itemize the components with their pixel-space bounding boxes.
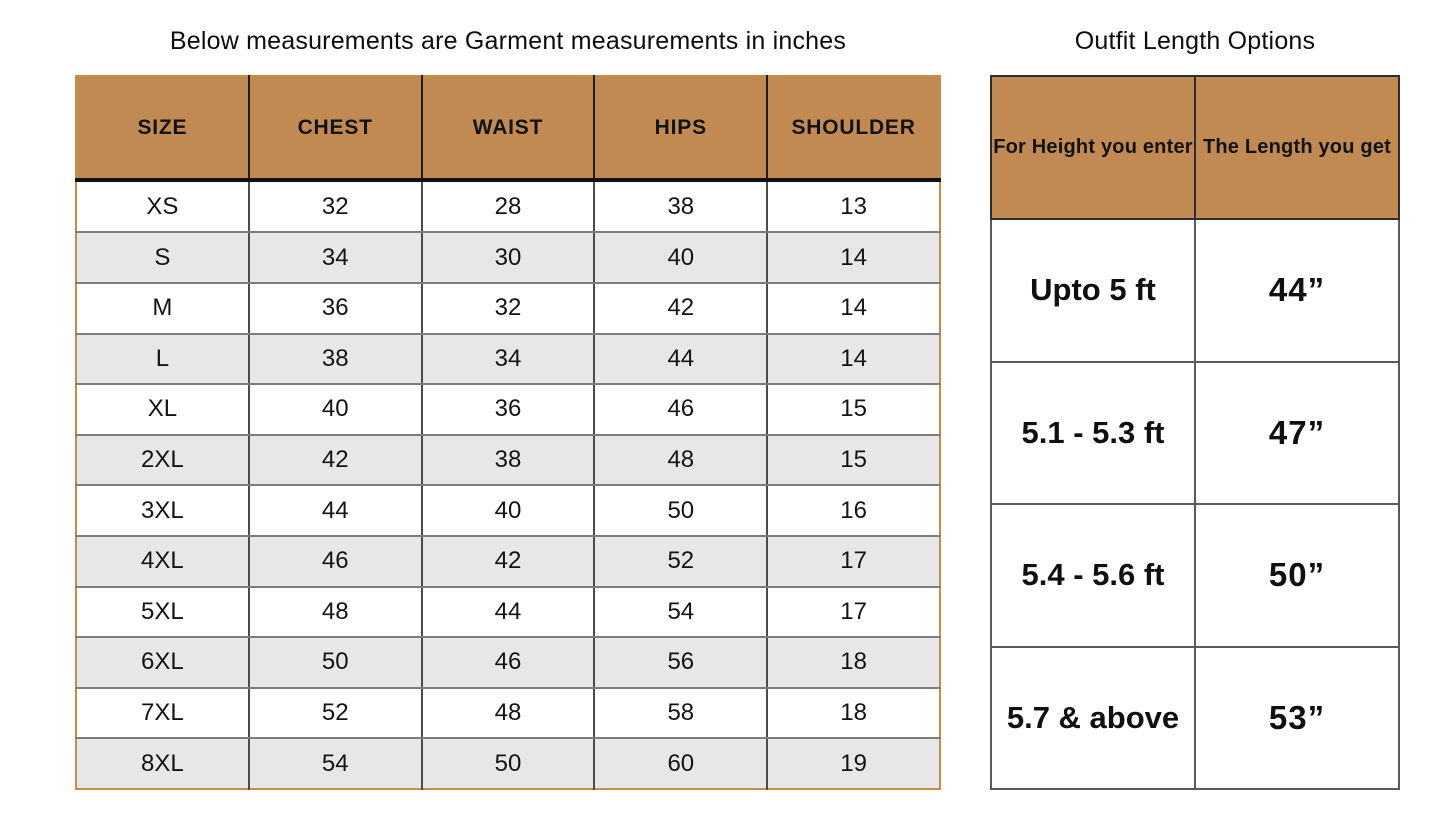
hips-cell: 46 (594, 384, 769, 436)
shoulder-cell: 14 (767, 232, 940, 284)
column-header-chest: CHEST (248, 76, 423, 182)
chest-cell: 40 (248, 384, 423, 436)
shoulder-cell: 14 (767, 333, 940, 386)
chest-cell: 46 (248, 535, 423, 588)
hips-cell: 42 (594, 282, 769, 335)
size-cell: S (76, 232, 250, 284)
size-cell: XL (76, 384, 250, 436)
size-cell: L (76, 333, 250, 386)
shoulder-cell: 17 (767, 535, 940, 588)
height-cell: 5.1 - 5.3 ft (990, 360, 1196, 505)
hips-cell: 40 (594, 232, 769, 284)
garment-measurements-table: SIZE CHEST WAIST HIPS SHOULDER XS 32 28 … (75, 75, 941, 790)
chest-cell: 36 (248, 282, 423, 335)
hips-cell: 48 (594, 434, 769, 487)
measurements-table-title: Below measurements are Garment measureme… (169, 27, 847, 55)
header-row: For Height you enter The Length you get (990, 75, 1400, 220)
hips-cell: 56 (594, 637, 769, 689)
chest-cell: 48 (248, 586, 423, 639)
waist-cell: 50 (421, 738, 596, 789)
column-header-waist: WAIST (421, 76, 596, 182)
shoulder-cell: 18 (767, 687, 940, 740)
waist-cell: 30 (421, 232, 596, 284)
hips-cell: 52 (594, 535, 769, 588)
height-cell: 5.4 - 5.6 ft (990, 503, 1196, 648)
outfit-length-table: For Height you enter The Length you get … (990, 75, 1400, 790)
shoulder-cell: 15 (767, 384, 940, 436)
chest-cell: 34 (248, 232, 423, 284)
waist-cell: 38 (421, 434, 596, 487)
waist-cell: 32 (421, 282, 596, 335)
hips-cell: 44 (594, 333, 769, 386)
waist-cell: 42 (421, 535, 596, 588)
hips-cell: 54 (594, 586, 769, 639)
shoulder-cell: 19 (767, 738, 940, 789)
table-row-6xl: 6XL 50 46 56 18 (76, 637, 940, 689)
length-cell: 50” (1194, 503, 1400, 648)
size-cell: 2XL (76, 434, 250, 487)
waist-cell: 40 (421, 485, 596, 537)
size-cell: 4XL (76, 535, 250, 588)
shoulder-cell: 16 (767, 485, 940, 537)
table-row-3xl: 3XL 44 40 50 16 (76, 485, 940, 537)
hips-cell: 60 (594, 738, 769, 789)
shoulder-cell: 13 (767, 180, 940, 234)
table-row-5xl: 5XL 48 44 54 17 (76, 586, 940, 639)
size-cell: 5XL (76, 586, 250, 639)
length-row-upto-5ft: Upto 5 ft 44” (990, 218, 1400, 363)
length-row-5-4-to-5-6: 5.4 - 5.6 ft 50” (990, 503, 1400, 648)
table-row-2xl: 2XL 42 38 48 15 (76, 434, 940, 487)
size-cell: M (76, 282, 250, 335)
chest-cell: 50 (248, 637, 423, 689)
length-cell: 47” (1194, 360, 1400, 505)
table-row-xl: XL 40 36 46 15 (76, 384, 940, 436)
waist-cell: 34 (421, 333, 596, 386)
column-header-hips: HIPS (594, 76, 769, 182)
waist-cell: 46 (421, 637, 596, 689)
chest-cell: 42 (248, 434, 423, 487)
shoulder-cell: 15 (767, 434, 940, 487)
length-cell: 53” (1194, 645, 1400, 790)
header-row: SIZE CHEST WAIST HIPS SHOULDER (76, 76, 940, 182)
table-row-l: L 38 34 44 14 (76, 333, 940, 386)
waist-cell: 36 (421, 384, 596, 436)
chest-cell: 38 (248, 333, 423, 386)
shoulder-cell: 14 (767, 282, 940, 335)
column-header-size: SIZE (76, 76, 250, 182)
chest-cell: 52 (248, 687, 423, 740)
hips-cell: 38 (594, 180, 769, 234)
table-row-7xl: 7XL 52 48 58 18 (76, 687, 940, 740)
chest-cell: 54 (248, 738, 423, 789)
length-cell: 44” (1194, 218, 1400, 363)
size-cell: 7XL (76, 687, 250, 740)
waist-cell: 44 (421, 586, 596, 639)
height-cell: 5.7 & above (990, 645, 1196, 790)
table-row-xs: XS 32 28 38 13 (76, 180, 940, 234)
length-row-5-1-to-5-3: 5.1 - 5.3 ft 47” (990, 360, 1400, 505)
chest-cell: 44 (248, 485, 423, 537)
table-row-8xl: 8XL 54 50 60 19 (76, 738, 940, 789)
size-cell: XS (76, 180, 250, 234)
table-row-4xl: 4XL 46 42 52 17 (76, 535, 940, 588)
length-row-5-7-above: 5.7 & above 53” (990, 645, 1400, 790)
column-header-length: The Length you get (1194, 75, 1400, 220)
column-header-shoulder: SHOULDER (767, 76, 940, 182)
length-options-title: Outfit Length Options (1074, 27, 1316, 55)
shoulder-cell: 18 (767, 637, 940, 689)
column-header-height: For Height you enter (990, 75, 1196, 220)
chest-cell: 32 (248, 180, 423, 234)
hips-cell: 50 (594, 485, 769, 537)
height-cell: Upto 5 ft (990, 218, 1196, 363)
table-row-m: M 36 32 42 14 (76, 282, 940, 335)
waist-cell: 48 (421, 687, 596, 740)
table-row-s: S 34 30 40 14 (76, 232, 940, 284)
waist-cell: 28 (421, 180, 596, 234)
hips-cell: 58 (594, 687, 769, 740)
size-cell: 6XL (76, 637, 250, 689)
shoulder-cell: 17 (767, 586, 940, 639)
size-cell: 3XL (76, 485, 250, 537)
size-cell: 8XL (76, 738, 250, 789)
